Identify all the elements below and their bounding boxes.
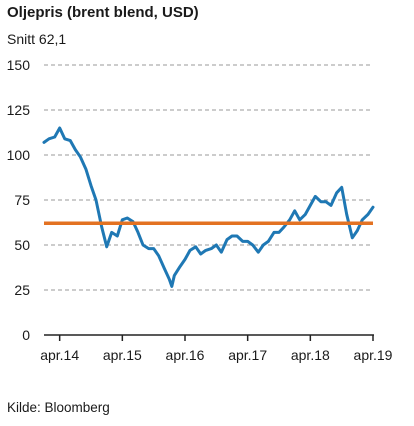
source-note: Kilde: Bloomberg <box>7 400 110 415</box>
x-tick-label: apr.14 <box>40 347 79 363</box>
y-tick-label: 125 <box>7 102 31 118</box>
chart-title: Oljepris (brent blend, USD) <box>7 4 199 21</box>
x-tick-label: apr.19 <box>354 347 393 363</box>
x-tick-label: apr.15 <box>103 347 142 363</box>
y-tick-label: 75 <box>14 192 30 208</box>
series-line <box>42 126 375 288</box>
y-tick-label: 25 <box>14 282 30 298</box>
chart-subtitle: Snitt 62,1 <box>7 31 67 47</box>
x-axis-ticks: apr.14 apr.15 apr.16 apr.17 apr.18 apr.19 <box>40 335 393 363</box>
y-axis-ticks: 0 25 50 75 100 125 150 <box>7 57 31 343</box>
x-tick-label: apr.17 <box>228 347 267 363</box>
x-tick-label: apr.16 <box>166 347 205 363</box>
series-layer <box>42 126 375 288</box>
grid-lines <box>44 64 373 291</box>
x-tick-label: apr.18 <box>291 347 330 363</box>
y-tick-label: 150 <box>7 57 31 73</box>
y-tick-label: 50 <box>14 237 30 253</box>
y-tick-label: 0 <box>22 327 30 343</box>
y-tick-label: 100 <box>7 147 31 163</box>
